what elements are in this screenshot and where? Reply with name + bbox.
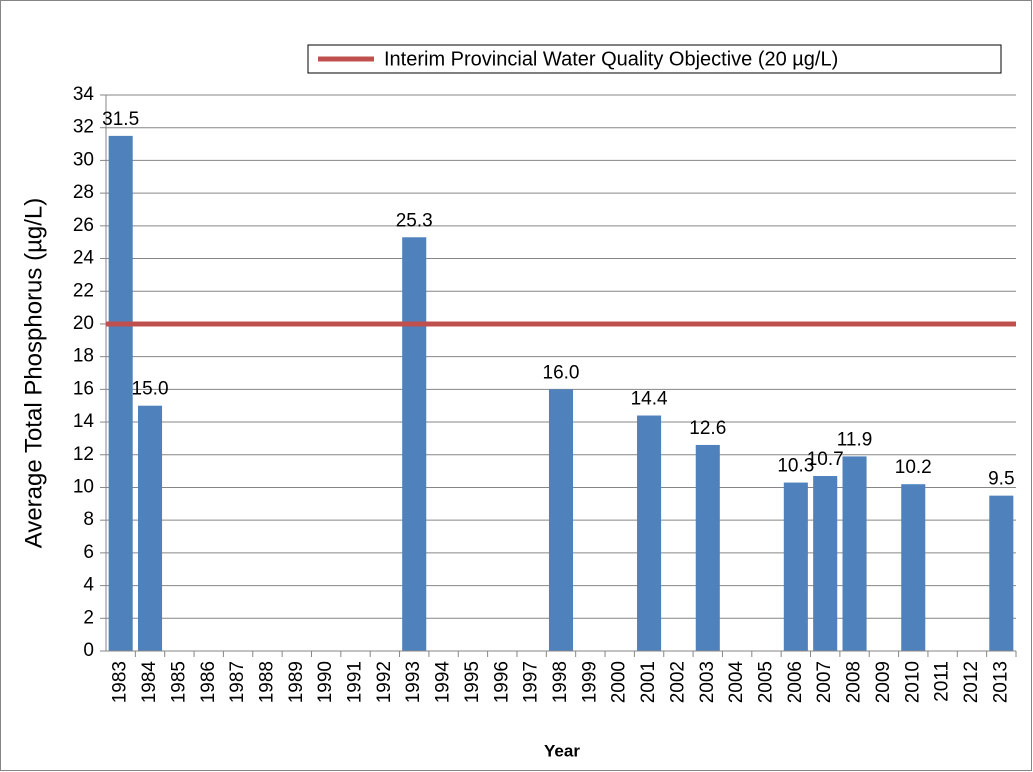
y-tick-label: 14 (73, 411, 95, 432)
x-tick-label: 1989 (286, 661, 307, 703)
x-tick-label: 2013 (990, 661, 1011, 703)
x-tick-label: 2010 (902, 661, 923, 703)
y-tick-label: 4 (83, 575, 94, 596)
bar (637, 415, 662, 651)
y-tick-label: 10 (73, 476, 94, 497)
x-tick-label: 1993 (403, 661, 424, 703)
y-tick-label: 20 (73, 313, 94, 334)
x-tick-label: 1991 (345, 661, 366, 703)
x-tick-label: 1988 (256, 661, 277, 703)
bar (548, 389, 574, 651)
x-tick-label: 1987 (227, 661, 248, 703)
bar (842, 456, 867, 651)
y-tick-label: 28 (73, 182, 94, 203)
bar (695, 444, 720, 651)
value-label: 15.0 (132, 379, 169, 400)
x-axis-label: Year (544, 741, 580, 760)
bar (108, 135, 133, 652)
bar (137, 405, 163, 651)
x-tick-label: 1986 (198, 661, 219, 703)
bar (901, 484, 926, 651)
value-label: 10.2 (895, 457, 932, 478)
x-tick-label: 2009 (873, 661, 894, 703)
value-label: 25.3 (396, 210, 433, 231)
x-tick-label: 2003 (697, 661, 718, 703)
x-tick-label: 1992 (374, 661, 395, 703)
x-tick-label: 2006 (785, 661, 806, 703)
y-tick-label: 34 (73, 84, 95, 105)
legend-box (307, 44, 1002, 74)
x-tick-label: 2001 (638, 661, 659, 703)
value-label: 16.0 (543, 362, 580, 383)
x-tick-label: 1999 (579, 661, 600, 703)
value-label: 31.5 (102, 109, 139, 130)
bar (402, 237, 427, 652)
x-tick-label: 2012 (961, 661, 982, 703)
y-tick-label: 16 (73, 378, 94, 399)
y-tick-label: 32 (73, 117, 94, 138)
value-label: 10.7 (807, 449, 844, 470)
x-tick-label: 1983 (110, 661, 131, 703)
x-tick-label: 2011 (932, 661, 953, 702)
y-tick-label: 22 (73, 280, 94, 301)
x-tick-label: 2005 (755, 661, 776, 703)
y-tick-label: 26 (73, 215, 94, 236)
value-label: 14.4 (631, 389, 668, 410)
legend-label: Interim Provincial Water Quality Objecti… (384, 48, 838, 70)
x-tick-label: 1984 (139, 661, 160, 704)
x-tick-label: 2008 (844, 661, 865, 703)
x-tick-label: 1995 (462, 661, 483, 703)
value-label: 11.9 (837, 429, 873, 450)
y-tick-label: 2 (83, 607, 94, 628)
x-tick-label: 2002 (667, 661, 688, 703)
y-tick-label: 0 (83, 640, 94, 661)
x-tick-label: 1997 (521, 661, 542, 703)
y-tick-label: 18 (73, 346, 94, 367)
y-tick-label: 12 (73, 444, 94, 465)
bar (989, 495, 1014, 651)
x-tick-label: 1998 (550, 661, 571, 703)
x-tick-label: 1985 (168, 661, 189, 703)
value-label: 9.5 (988, 469, 1014, 490)
y-tick-label: 30 (73, 149, 94, 170)
x-tick-label: 2007 (814, 661, 835, 703)
y-axis-label: Average Total Phosphorus (µg/L) (20, 198, 47, 548)
bar (813, 476, 838, 651)
x-tick-label: 2004 (726, 661, 747, 704)
bar (783, 482, 808, 651)
y-tick-label: 24 (73, 248, 95, 269)
x-tick-label: 1990 (315, 661, 336, 703)
x-tick-label: 2000 (609, 661, 630, 703)
value-label: 10.3 (777, 456, 814, 477)
value-label: 12.6 (689, 418, 726, 439)
y-tick-label: 6 (83, 542, 94, 563)
y-tick-label: 8 (83, 509, 94, 530)
x-tick-label: 1996 (491, 661, 512, 703)
x-tick-label: 1994 (433, 661, 454, 704)
